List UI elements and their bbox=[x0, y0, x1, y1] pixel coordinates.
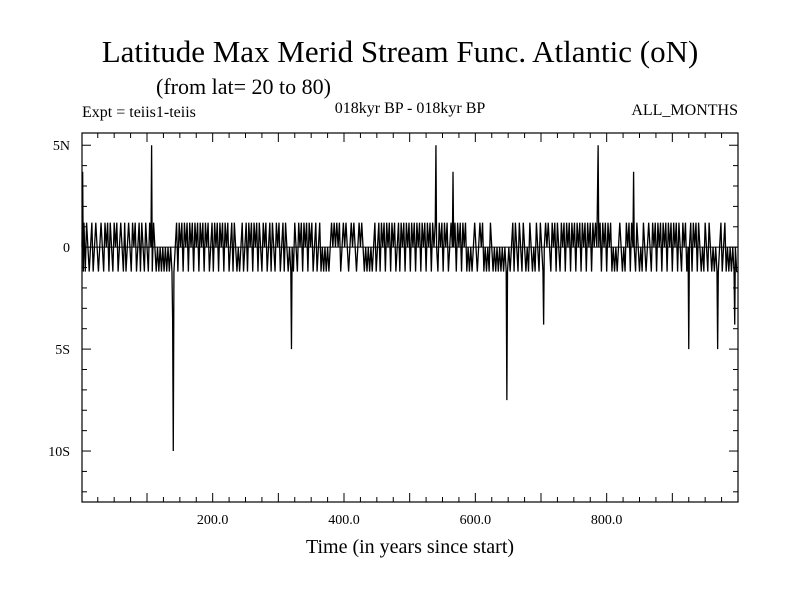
series-line bbox=[81, 145, 738, 452]
chart-subtitle: (from lat= 20 to 80) bbox=[156, 74, 331, 99]
months-label: ALL_MONTHS bbox=[631, 102, 738, 119]
period-label: 018kyr BP - 018kyr BP bbox=[334, 100, 486, 117]
axis-ticks bbox=[82, 133, 738, 502]
y-tick-label: 5S bbox=[55, 343, 70, 358]
experiment-label: Expt = teiis1-teiis bbox=[82, 104, 196, 121]
x-tick-label: 600.0 bbox=[460, 513, 492, 528]
x-tick-label: 800.0 bbox=[591, 513, 623, 528]
x-axis-label: Time (in years since start) bbox=[305, 536, 515, 558]
chart-title: Latitude Max Merid Stream Func. Atlantic… bbox=[101, 34, 699, 69]
x-tick-label: 200.0 bbox=[197, 513, 229, 528]
y-tick-label: 0 bbox=[63, 241, 70, 256]
axis-tick-labels: 200.0 400.0 600.0 800.0 5N 0 5S 10S bbox=[48, 139, 622, 528]
x-tick-label: 400.0 bbox=[328, 513, 360, 528]
y-tick-label: 10S bbox=[48, 445, 70, 460]
y-tick-label: 5N bbox=[53, 139, 70, 154]
plot-frame bbox=[81, 132, 739, 503]
